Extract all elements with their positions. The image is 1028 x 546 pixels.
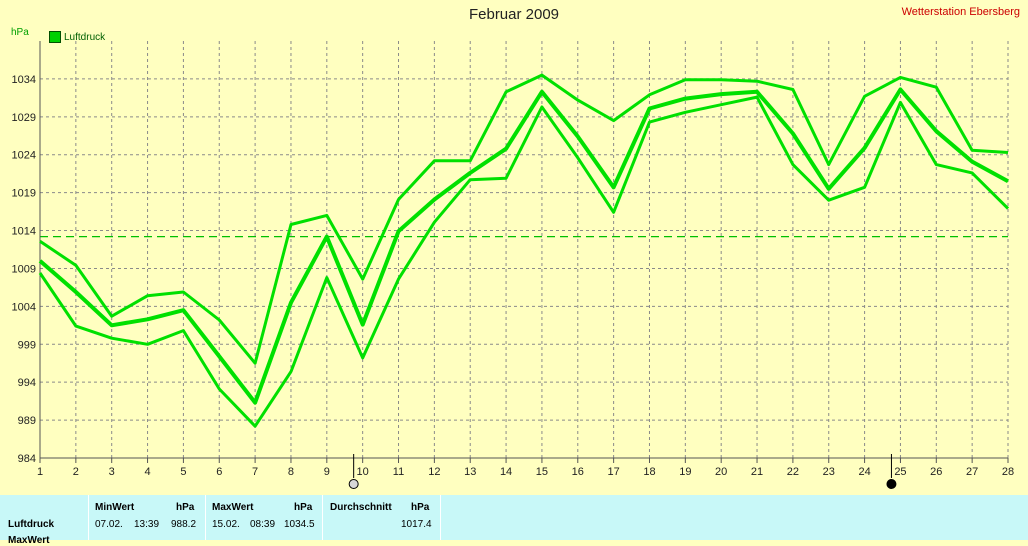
y-tick-label: 1004 bbox=[12, 301, 36, 313]
y-tick-label: 1034 bbox=[12, 74, 36, 86]
x-tick-label: 3 bbox=[109, 466, 115, 478]
x-tick-label: 4 bbox=[144, 466, 150, 478]
pressure-chart: 9849899949991004100910141019102410291034… bbox=[12, 41, 1014, 489]
series-line-max bbox=[39, 73, 1009, 365]
max-value: 1034.5 bbox=[284, 519, 315, 530]
x-tick-label: 14 bbox=[500, 466, 512, 478]
x-tick-label: 24 bbox=[858, 466, 870, 478]
chart-area: 984 989 994 999 1004 1009 1014 1019 1024 1029 1034… bbox=[11, 6, 1020, 489]
y-tick-label: 984 bbox=[18, 453, 36, 465]
x-tick-label: 28 bbox=[1002, 466, 1014, 478]
y-tick-label: 1019 bbox=[12, 188, 36, 200]
stats-max-col: MaxWert hPa 15.02. 08:39 1034.5 bbox=[206, 495, 323, 540]
x-tick-label: 7 bbox=[252, 466, 258, 478]
y-unit-label: hPa bbox=[11, 27, 29, 38]
x-tick-label: 10 bbox=[357, 466, 369, 478]
stats-row-label: Luftdruck bbox=[8, 519, 55, 530]
legend-label: Luftdruck bbox=[64, 31, 106, 43]
avg-value: 1017.4 bbox=[401, 519, 432, 530]
x-tick-label: 26 bbox=[930, 466, 942, 478]
chart-title: Februar 2009 bbox=[468, 6, 560, 23]
x-tick-label: 22 bbox=[787, 466, 799, 478]
full-moon-icon bbox=[348, 479, 359, 489]
avg-unit: hPa bbox=[411, 502, 430, 513]
x-tick-label: 25 bbox=[894, 466, 906, 478]
y-tick-label: 1014 bbox=[12, 226, 36, 238]
x-tick-label: 27 bbox=[966, 466, 978, 478]
max-unit: hPa bbox=[294, 502, 313, 513]
x-tick-label: 1 bbox=[37, 466, 43, 478]
x-tick-label: 19 bbox=[679, 466, 691, 478]
grid-layer bbox=[40, 41, 1009, 458]
x-tick-label: 13 bbox=[464, 466, 476, 478]
station-name: Wetterstation Ebersberg bbox=[901, 6, 1020, 18]
x-tick-label: 5 bbox=[180, 466, 186, 478]
y-tick-label: 994 bbox=[18, 377, 36, 389]
y-tick-label: 1009 bbox=[12, 263, 36, 275]
max-date: 15.02. bbox=[212, 519, 240, 530]
x-tick-label: 12 bbox=[428, 466, 440, 478]
new-moon-icon bbox=[886, 479, 897, 489]
x-tick-label: 8 bbox=[288, 466, 294, 478]
series-layer bbox=[38, 73, 1010, 428]
min-value: 988.2 bbox=[171, 519, 197, 530]
y-tick-label: 1029 bbox=[12, 112, 36, 124]
y-tick-label: 1024 bbox=[12, 150, 36, 162]
stats-min-col: MinWert hPa 07.02. 13:39 988.2 bbox=[89, 495, 206, 540]
axis-layer: 9849899949991004100910141019102410291034… bbox=[12, 41, 1014, 478]
x-tick-label: 2 bbox=[73, 466, 79, 478]
min-time: 13:39 bbox=[134, 519, 160, 530]
y-tick-label: 999 bbox=[18, 339, 36, 351]
avg-header: Durchschnitt bbox=[330, 502, 392, 513]
min-unit: hPa bbox=[176, 502, 195, 513]
legend-swatch bbox=[49, 31, 61, 43]
y-tick-label: 989 bbox=[18, 415, 36, 427]
x-tick-label: 6 bbox=[216, 466, 222, 478]
legend: Luftdruck bbox=[49, 31, 105, 43]
stats-panel: Luftdruck MaxWert MinWert hPa 07.02. 13:… bbox=[0, 495, 1028, 546]
marker-layer bbox=[348, 454, 897, 489]
x-tick-label: 15 bbox=[536, 466, 548, 478]
x-tick-label: 21 bbox=[751, 466, 763, 478]
min-date: 07.02. bbox=[95, 519, 123, 530]
max-header: MaxWert bbox=[212, 502, 254, 513]
min-header: MinWert bbox=[95, 502, 135, 513]
series-line-mean bbox=[38, 87, 1009, 405]
stats-label-col bbox=[0, 495, 89, 540]
x-tick-label: 17 bbox=[608, 466, 620, 478]
x-tick-label: 23 bbox=[823, 466, 835, 478]
x-tick-label: 20 bbox=[715, 466, 727, 478]
max-time: 08:39 bbox=[250, 519, 276, 530]
series-line-min bbox=[38, 95, 1010, 428]
x-tick-label: 11 bbox=[393, 466, 404, 478]
stats-avg-col: Durchschnitt hPa 1017.4 bbox=[323, 495, 441, 540]
x-tick-label: 16 bbox=[572, 466, 584, 478]
x-tick-label: 18 bbox=[643, 466, 655, 478]
x-tick-label: 9 bbox=[324, 466, 330, 478]
